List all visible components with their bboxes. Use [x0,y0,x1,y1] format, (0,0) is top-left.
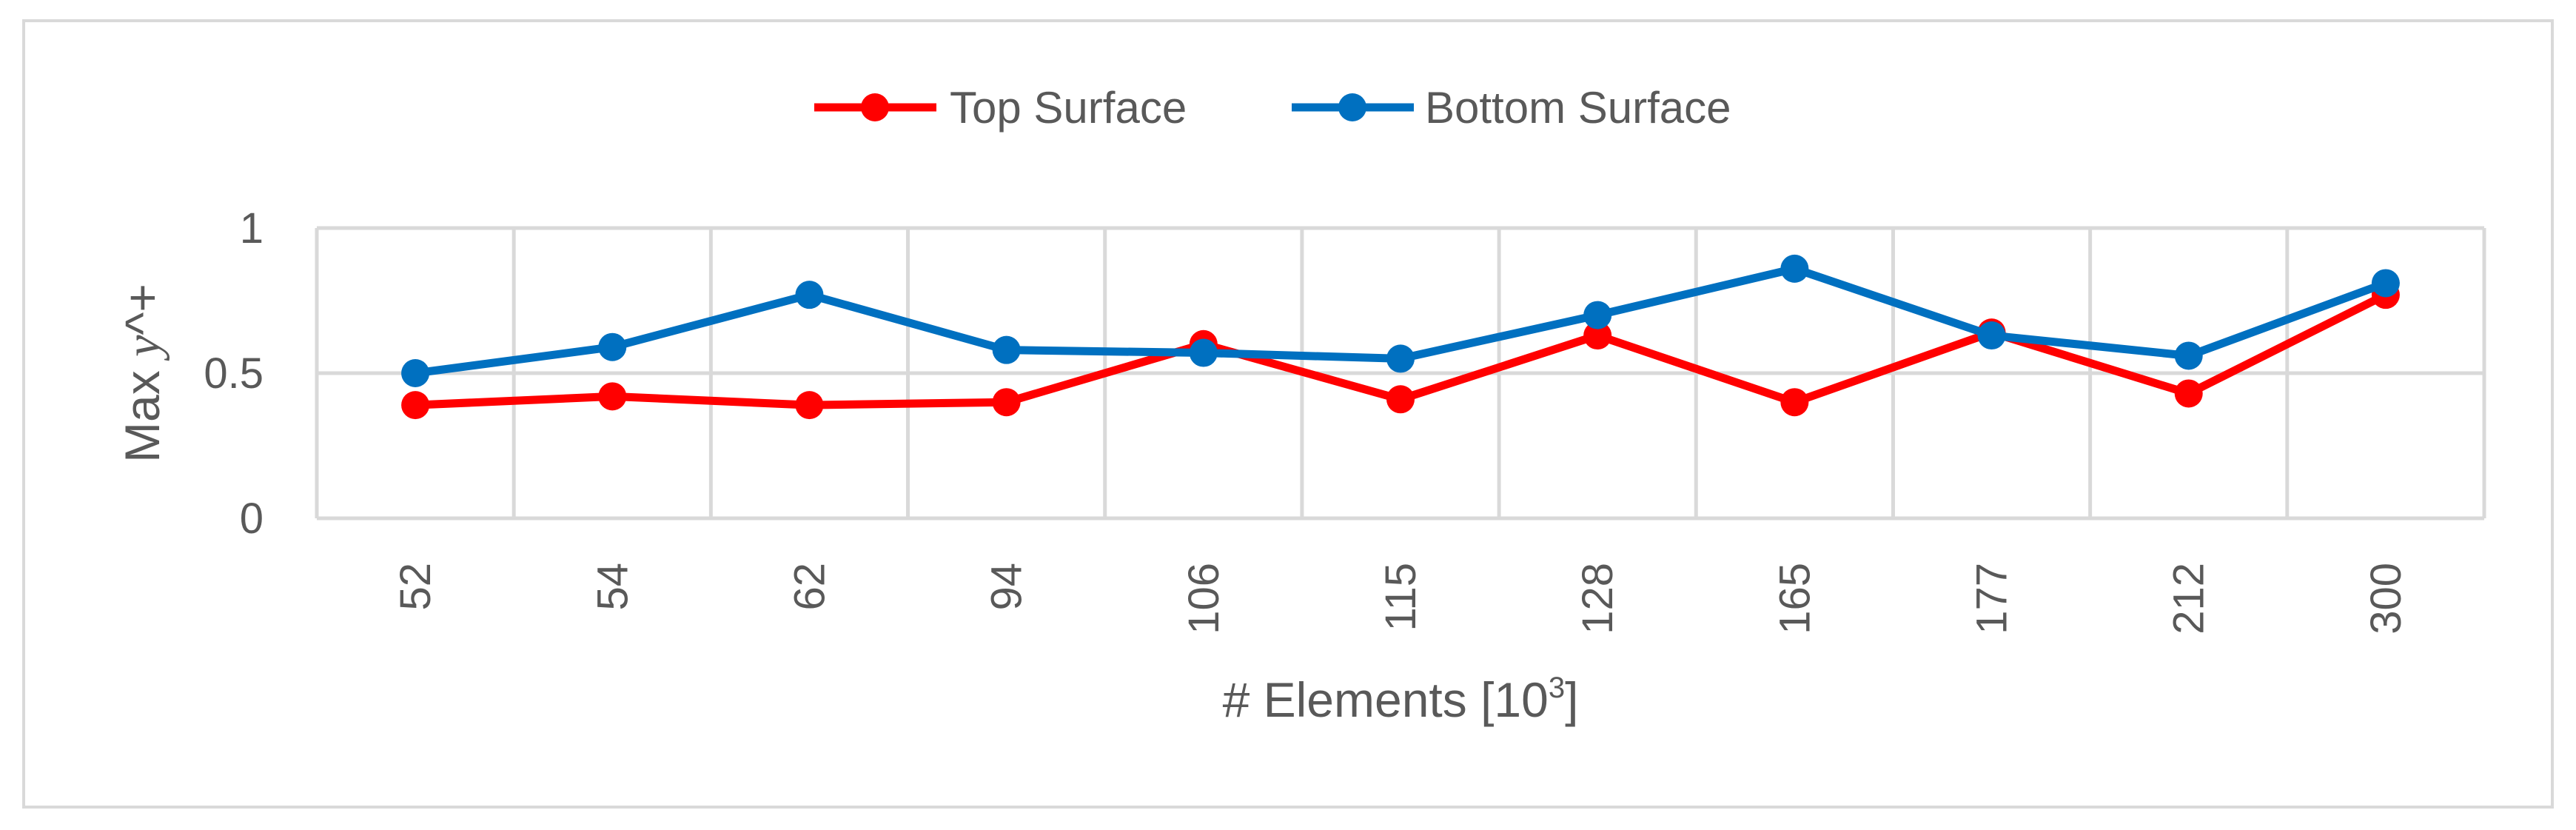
data-point [401,391,430,420]
x-tick-label: 54 [588,563,637,611]
data-point [2371,269,2400,298]
x-tick-label: 115 [1377,563,1425,631]
y-axis-title-rest: ^+ [115,284,170,335]
data-point [401,359,430,387]
data-point [992,388,1021,417]
x-tick-label: 177 [1968,563,2016,635]
x-tick-label: 62 [785,563,833,611]
y-axis-title: Max y^+ [115,284,170,463]
data-point [2174,379,2203,408]
data-point [1386,385,1415,414]
data-point [1386,344,1415,373]
y-tick-label: 1 [240,204,264,252]
x-tick-label: 165 [1771,563,1819,635]
data-point [1583,321,1612,350]
x-tick-label: 106 [1180,563,1228,635]
data-point [598,332,627,361]
chart-frame [22,19,2554,809]
data-point [598,382,627,411]
legend-marker [1338,93,1366,121]
x-tick-label: 212 [2165,563,2213,635]
y-axis-title-var: y [116,335,170,361]
data-point [1780,388,1809,417]
data-point [1583,301,1612,329]
y-tick-label: 0.5 [204,349,264,398]
x-tick-label: 300 [2362,563,2410,635]
legend-label: Top Surface [950,83,1187,133]
x-axis-title-superscript: 3 [1549,672,1565,704]
data-point [1977,321,2006,350]
series-lines [401,254,2400,420]
y-axis-title-main: Max [115,357,170,463]
grid-lines [315,226,2486,521]
y-tick-labels: 00.51 [204,204,264,543]
x-tick-label: 94 [983,563,1031,611]
data-point [992,335,1021,364]
data-point [1189,338,1218,367]
data-point [1780,254,1809,283]
x-axis-title: # Elements [103] [1223,672,1579,727]
x-tick-label: 128 [1574,563,1622,635]
legend-item: Bottom Surface [1292,83,1731,133]
legend-label: Bottom Surface [1425,83,1731,133]
legend-marker [861,93,889,121]
x-tick-label: 52 [392,563,440,611]
series-bottom-surface [401,254,2400,387]
x-axis-title-end: ] [1565,672,1578,727]
y-tick-label: 0 [240,495,264,543]
data-point [2174,341,2203,370]
data-point [795,391,824,420]
x-axis-title-main: # Elements [10 [1223,672,1549,727]
x-tick-labels: 52 54 62 94 106 115 128 165 177 212 300 [392,563,2410,635]
legend: Top Surface Bottom Surface [814,83,1731,133]
legend-item: Top Surface [814,83,1187,133]
data-point [795,281,824,309]
